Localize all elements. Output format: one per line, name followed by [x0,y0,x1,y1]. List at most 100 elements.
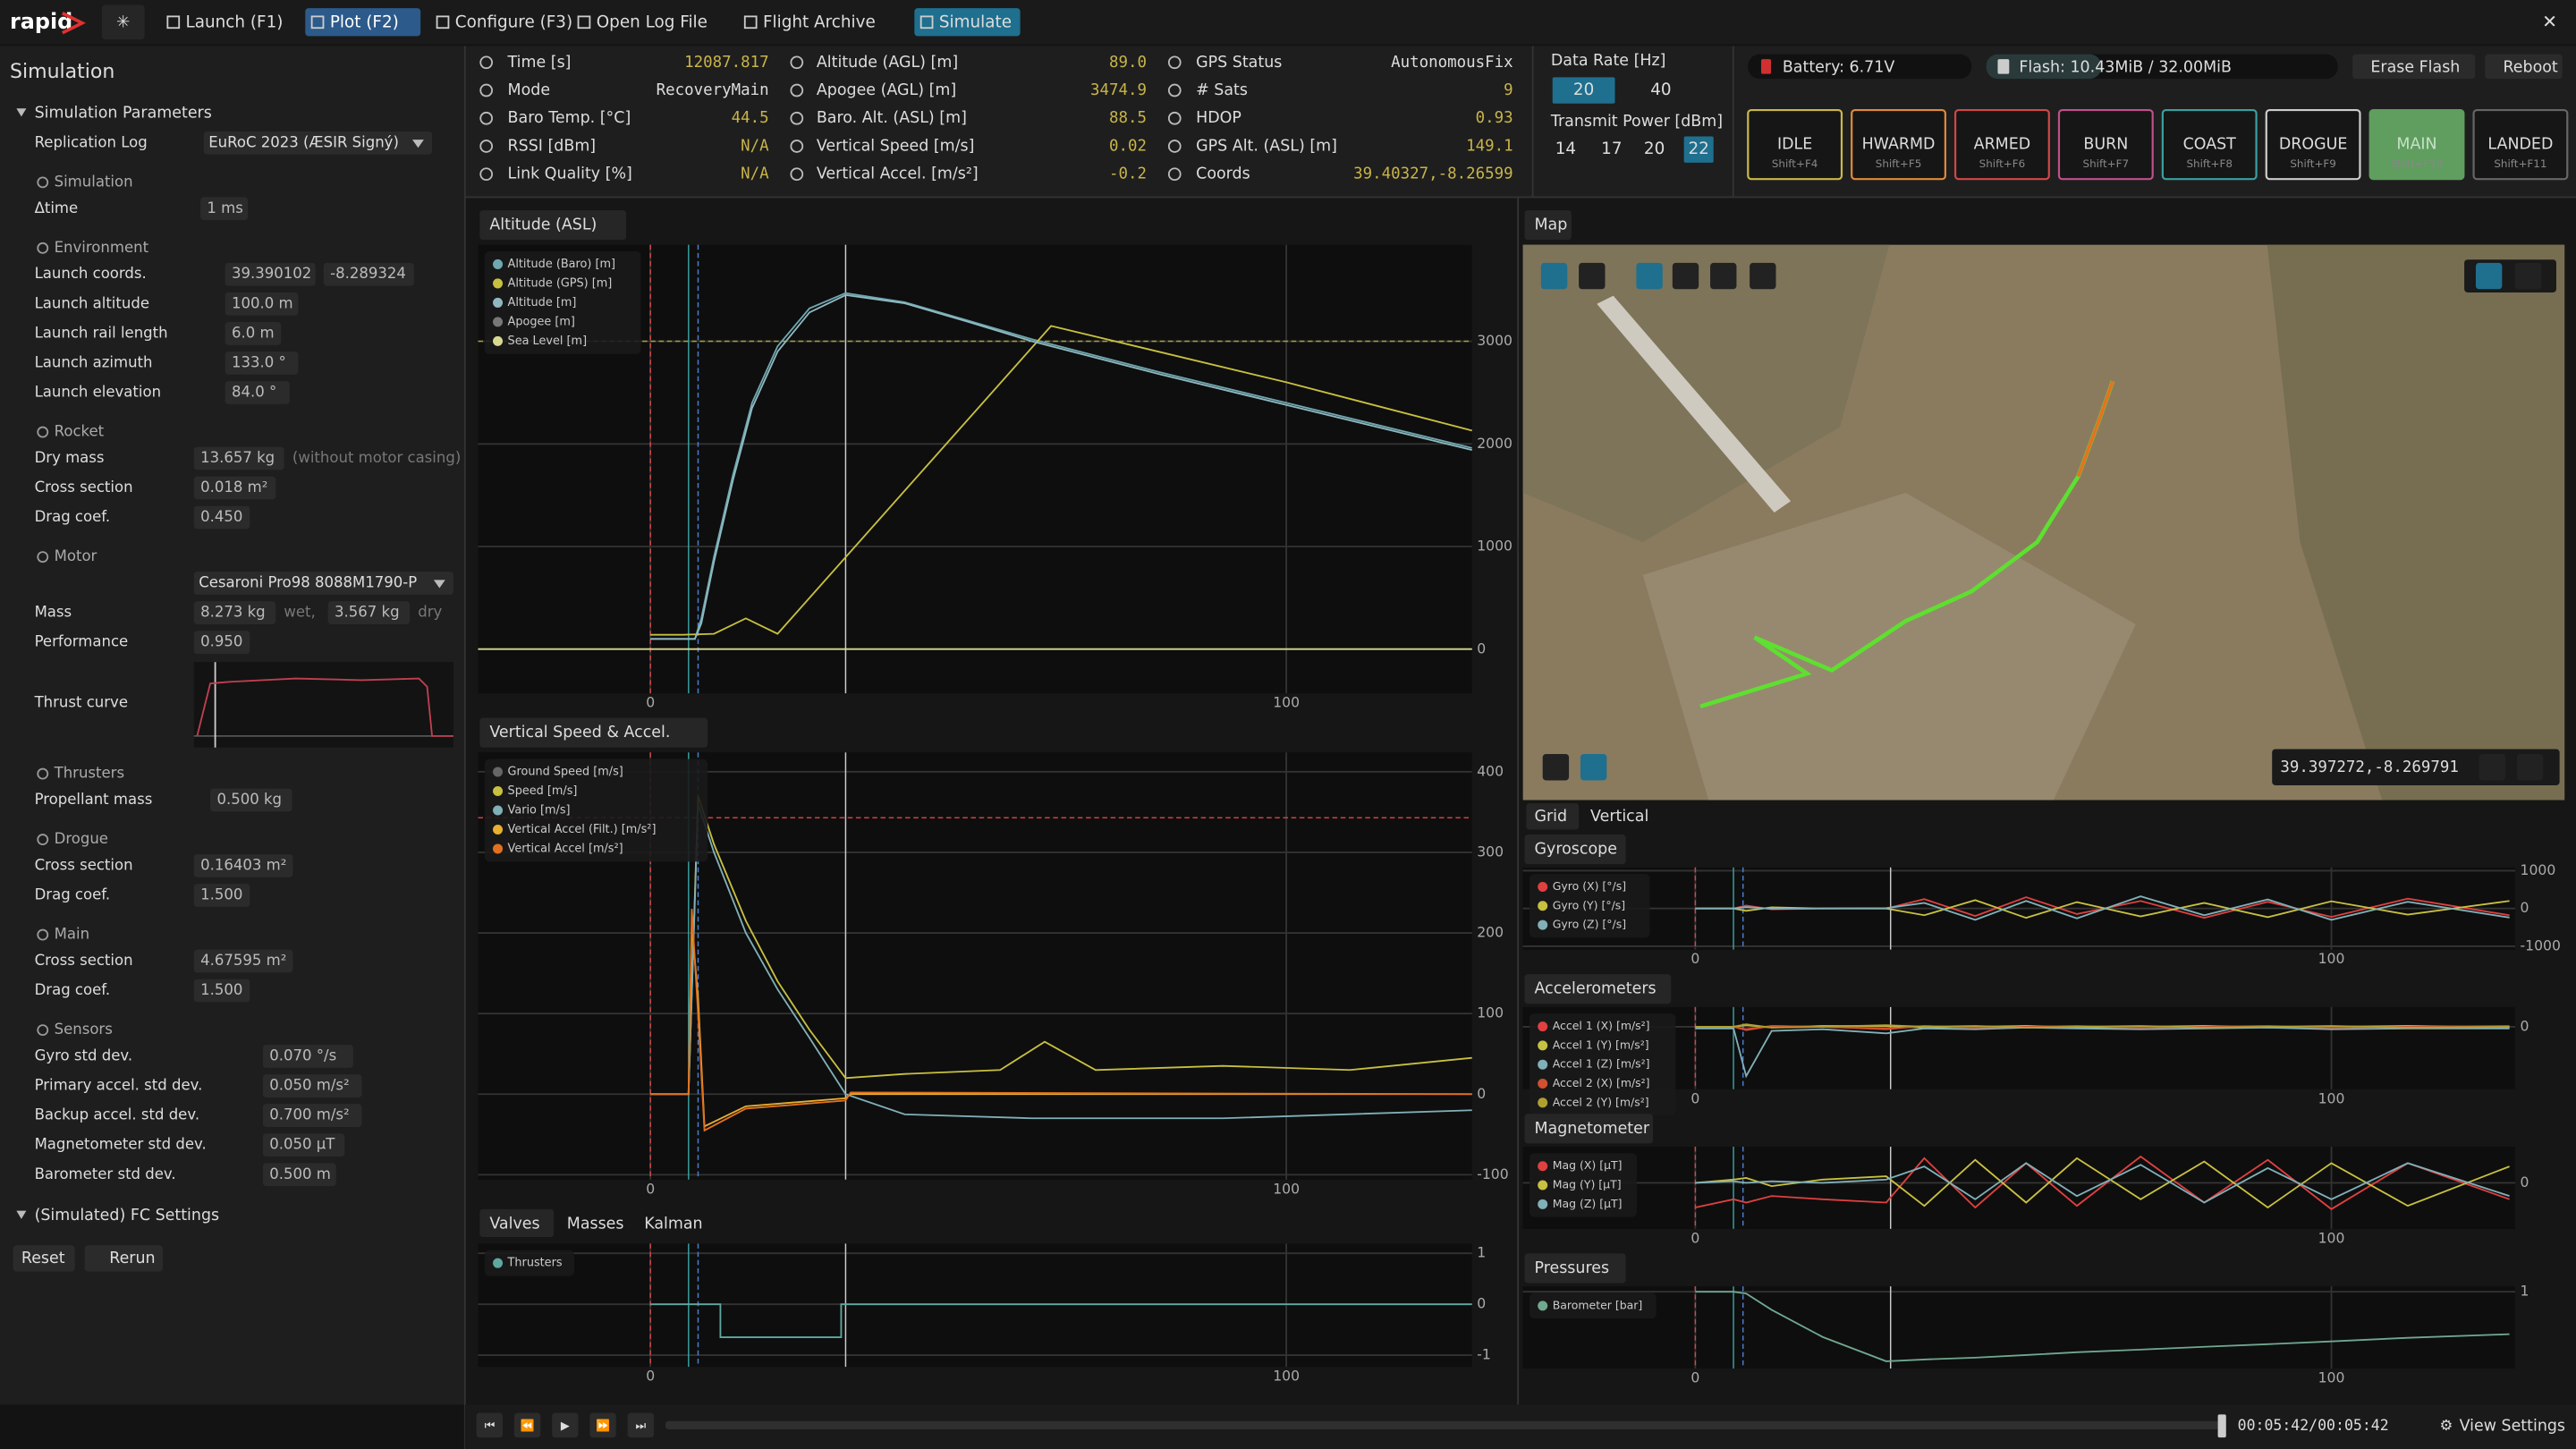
mode-button[interactable] [2472,108,2569,181]
group-header[interactable]: Simulation Parameters [35,105,212,123]
option[interactable]: 22 [1688,140,1708,158]
sidebar-button-label[interactable]: Rerun [109,1250,155,1267]
tab-label[interactable]: Plot (F2) [330,13,399,32]
group-header[interactable]: (Simulated) FC Settings [35,1207,220,1224]
value-field[interactable] [262,1163,336,1187]
status-button[interactable] [2485,54,2563,80]
mode-button[interactable] [2368,108,2465,181]
tab[interactable] [430,8,594,37]
tab-label[interactable]: Vertical [1590,808,1648,826]
map-tool-button[interactable] [1750,262,1776,290]
value-field[interactable] [262,1133,345,1157]
playback-button[interactable] [627,1412,655,1438]
value-field[interactable] [262,1045,353,1068]
tab[interactable] [556,1208,631,1238]
map-tool-button[interactable] [2475,262,2503,290]
param-value[interactable]: 39.390102 [232,265,311,282]
param-value[interactable]: 13.657 kg [200,449,275,466]
settings-icon[interactable] [101,4,145,40]
menu-button-label[interactable]: Flight Archive [763,13,876,32]
tab-label[interactable]: Masses [567,1215,624,1233]
value-field[interactable] [193,631,250,655]
param-value[interactable]: 1.500 [200,981,242,998]
tab-label[interactable]: Valves [489,1215,539,1233]
param-value[interactable]: 133.0 ° [232,353,286,370]
sidebar-button[interactable] [84,1245,164,1272]
value-field[interactable] [193,476,276,500]
param-value[interactable]: 84.0 ° [232,383,276,400]
param-value[interactable]: 100.0 m [232,294,293,311]
option-selected[interactable] [1552,77,1615,104]
playback-button[interactable] [552,1412,579,1438]
mode-name[interactable]: DROGUE [2279,136,2348,154]
playback-glyph[interactable]: ⏭ [636,1419,647,1433]
value-field[interactable] [225,381,290,404]
tab[interactable] [634,1208,708,1238]
param-value[interactable]: 4.67595 m² [200,952,286,969]
value-field[interactable] [193,446,284,470]
param-value[interactable]: 3.567 kg [335,604,400,621]
tab[interactable] [161,8,296,37]
value-field[interactable] [193,979,250,1003]
value-field[interactable] [193,601,276,624]
menu-button-label[interactable]: Open Log File [597,13,708,32]
param-value[interactable]: 0.070 °/s [269,1047,336,1064]
tab[interactable] [1526,803,1580,830]
menu-button-label[interactable]: Simulate [939,13,1012,32]
playback-glyph[interactable]: ⏮ [485,1419,496,1433]
value-field[interactable] [193,854,293,877]
playback-glyph[interactable]: ⏩ [596,1419,610,1433]
mode-name[interactable]: ARMED [1974,136,2031,154]
map-tool-button[interactable] [2515,262,2542,290]
option[interactable]: 20 [1644,140,1665,158]
sidebar-button-label[interactable]: Reset [21,1250,65,1267]
mode-name[interactable]: HWARMD [1862,136,1936,154]
dropdown[interactable] [203,131,433,155]
option[interactable]: 14 [1555,140,1576,158]
option[interactable]: 17 [1601,140,1622,158]
status-button-label[interactable]: Erase Flash [2370,58,2460,76]
map-tool-button[interactable] [1636,262,1663,290]
param-value[interactable]: 8.273 kg [200,604,266,621]
mode-name[interactable]: LANDED [2487,136,2553,154]
map-tool-button[interactable] [2479,754,2506,781]
mode-name[interactable]: IDLE [1777,136,1812,154]
mode-name[interactable]: COAST [2183,136,2237,154]
mode-button[interactable] [1953,108,2050,181]
menu-button[interactable] [914,8,1021,37]
option[interactable]: 20 [1573,80,1594,99]
tab-label[interactable]: Launch (F1) [186,13,284,32]
playback-slider[interactable] [665,1420,2222,1429]
value-field[interactable] [210,788,292,812]
mode-button[interactable] [1747,108,1843,181]
map-tool-button[interactable] [1710,262,1737,290]
param-value[interactable]: 0.050 μT [269,1136,335,1153]
tab-label[interactable]: Kalman [644,1215,702,1233]
mode-name[interactable]: MAIN [2396,136,2436,154]
value-field[interactable] [193,505,250,530]
playback-button[interactable] [476,1412,504,1438]
map-layer-button[interactable] [1580,754,1607,781]
tab-label[interactable]: Configure (F3) [455,13,572,32]
param-value[interactable]: 0.500 kg [216,791,282,808]
value-field[interactable] [193,884,250,907]
param-value[interactable]: -8.289324 [330,265,406,282]
mode-button[interactable] [1851,108,1946,181]
param-value[interactable]: 1 ms [207,199,242,216]
playback-knob[interactable] [2217,1414,2226,1438]
value-field[interactable] [323,262,414,286]
param-value[interactable]: 0.018 m² [200,479,267,496]
tab[interactable] [305,8,421,37]
param-value[interactable]: 0.16403 m² [200,856,286,873]
map-tool-button[interactable] [1579,262,1606,290]
value-field[interactable] [262,1104,362,1127]
map-tool-button[interactable] [1672,262,1699,290]
sidebar-button[interactable] [13,1245,75,1272]
value-field[interactable] [225,292,299,316]
playback-button[interactable] [513,1412,541,1438]
param-value[interactable]: 1.500 [200,886,242,903]
tab-label[interactable]: Grid [1535,808,1568,826]
value-field[interactable] [225,352,299,375]
value-field[interactable] [262,1074,362,1097]
dropdown[interactable] [193,572,453,595]
